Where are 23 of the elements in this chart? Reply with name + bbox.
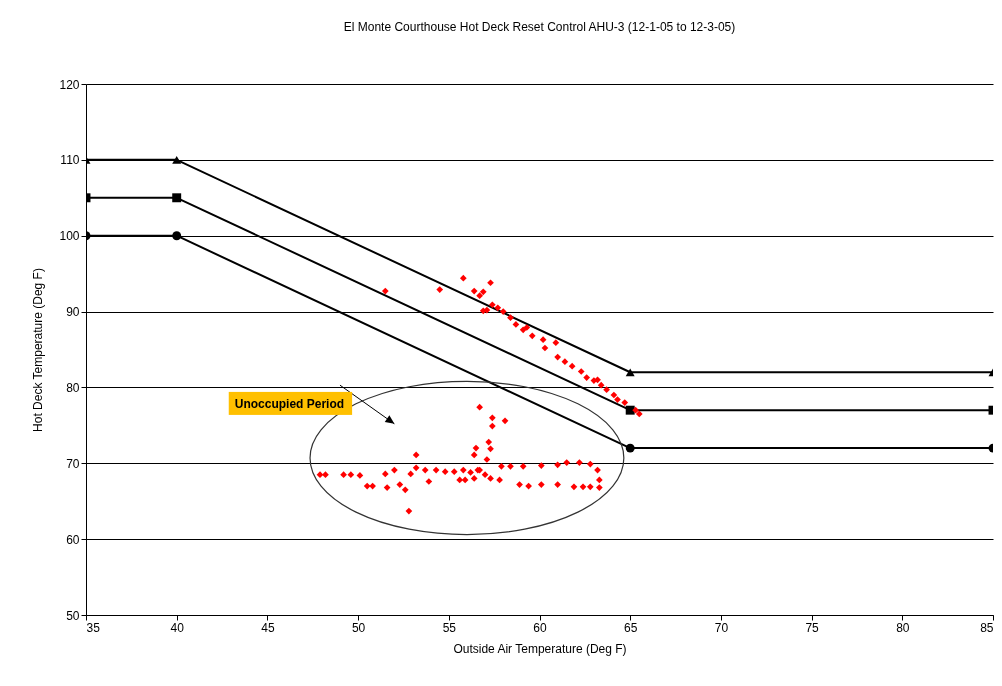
x-tick-label: 80 <box>896 620 910 635</box>
annotation: Unoccupied Period <box>234 396 345 411</box>
x-tick-label: 70 <box>714 620 729 635</box>
y-axis-title: Hot Deck Temperature (Deg F) <box>31 268 46 432</box>
x-tick-label: 65 <box>624 620 638 635</box>
x-tick-label: 85 <box>980 620 994 635</box>
x-axis-title: Outside Air Temperature (Deg F) <box>453 641 627 656</box>
y-tick-label: 80 <box>66 380 80 395</box>
x-tick-label: 75 <box>805 620 820 635</box>
x-tick-label: 55 <box>442 620 457 635</box>
y-tick-label: 70 <box>66 456 80 471</box>
y-tick-label: 50 <box>66 608 80 623</box>
x-tick-label: 45 <box>261 620 275 635</box>
y-tick-label: 110 <box>60 153 80 168</box>
chart-title: El Monte Courthouse Hot Deck Reset Control AHU-3 (12-1-05 to 12-3-05) <box>343 20 736 34</box>
y-tick-label: 100 <box>59 229 80 244</box>
y-tick-label: 60 <box>66 532 80 547</box>
x-tick-label: 35 <box>86 620 101 635</box>
y-tick-label: 90 <box>66 305 80 320</box>
x-tick-label: 50 <box>351 620 366 635</box>
y-tick-label: 120 <box>59 77 80 92</box>
x-tick-label: 60 <box>533 620 547 635</box>
x-tick-label: 40 <box>170 620 185 635</box>
